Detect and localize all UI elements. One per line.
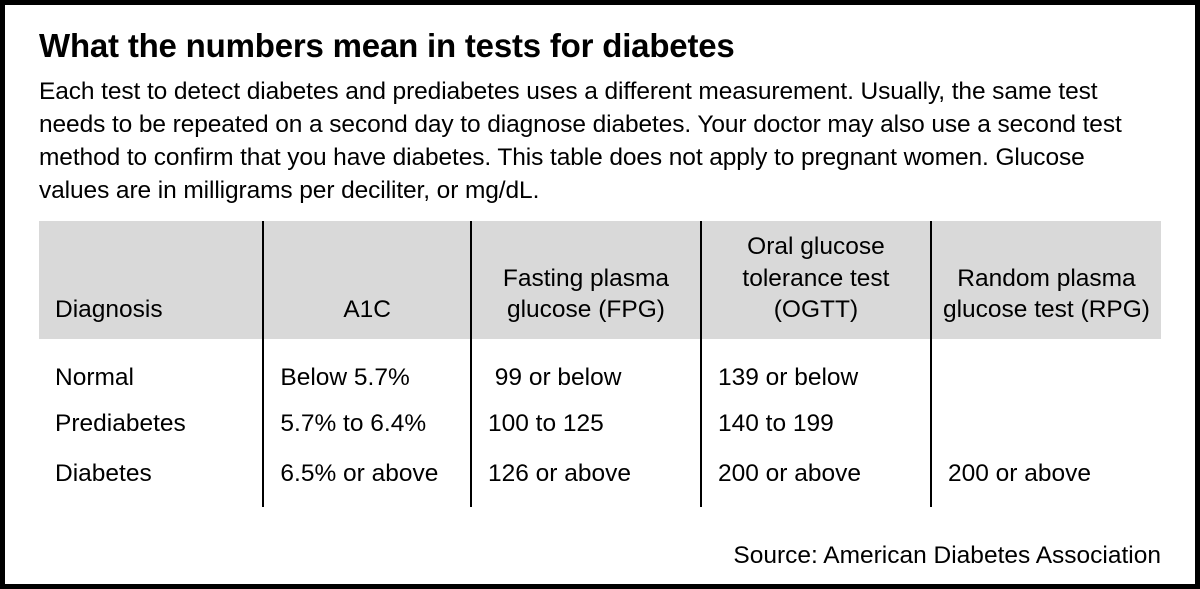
infographic-frame: What the numbers mean in tests for diabe… [0,0,1200,589]
table-row: Diabetes 6.5% or above 126 or above 200 … [39,447,1161,507]
cell-fpg: 99 or below [471,339,701,401]
col-header-ogtt: Oral glucose tolerance test (OGTT) [701,221,931,339]
cell-ogtt: 200 or above [701,447,931,507]
table-header-row: Diagnosis A1C Fasting plasma glucose (FP… [39,221,1161,339]
cell-rpg: 200 or above [931,447,1161,507]
source-attribution: Source: American Diabetes Association [39,536,1161,570]
cell-ogtt: 140 to 199 [701,401,931,447]
col-header-rpg: Random plasma glucose test (RPG) [931,221,1161,339]
table-row: Normal Below 5.7% 99 or below 139 or bel… [39,339,1161,401]
table-row: Prediabetes 5.7% to 6.4% 100 to 125 140 … [39,401,1161,447]
cell-a1c: 6.5% or above [263,447,471,507]
cell-a1c: Below 5.7% [263,339,471,401]
cell-fpg: 126 or above [471,447,701,507]
cell-rpg [931,339,1161,401]
cell-fpg: 100 to 125 [471,401,701,447]
cell-a1c: 5.7% to 6.4% [263,401,471,447]
cell-ogtt: 139 or below [701,339,931,401]
cell-diagnosis: Normal [39,339,263,401]
cell-diagnosis: Diabetes [39,447,263,507]
intro-paragraph: Each test to detect diabetes and prediab… [39,75,1161,207]
col-header-a1c: A1C [263,221,471,339]
page-title: What the numbers mean in tests for diabe… [39,27,1161,65]
col-header-diagnosis: Diagnosis [39,221,263,339]
cell-rpg [931,401,1161,447]
cell-diagnosis: Prediabetes [39,401,263,447]
diabetes-thresholds-table: Diagnosis A1C Fasting plasma glucose (FP… [39,221,1161,507]
col-header-fpg: Fasting plasma glucose (FPG) [471,221,701,339]
